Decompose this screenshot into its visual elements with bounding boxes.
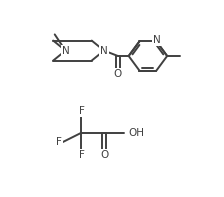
Text: N: N	[62, 46, 69, 56]
Text: O: O	[114, 69, 122, 79]
Text: F: F	[56, 137, 62, 147]
Text: N: N	[100, 46, 108, 56]
Text: N: N	[153, 35, 160, 45]
Text: F: F	[79, 106, 85, 116]
Text: F: F	[79, 150, 85, 160]
Text: OH: OH	[129, 128, 145, 138]
Text: O: O	[100, 150, 108, 160]
